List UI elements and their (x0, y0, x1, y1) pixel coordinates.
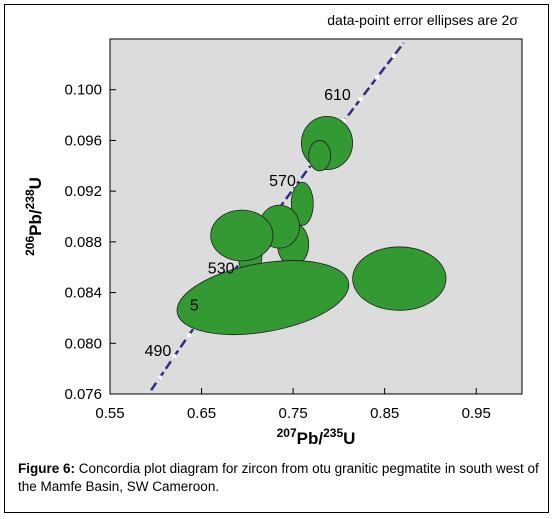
x-tick-label: 0.85 (370, 405, 399, 422)
concordia-age-tick (342, 118, 347, 123)
concordia-age-tick (358, 97, 363, 102)
concordia-age-label: 5 (190, 297, 199, 314)
y-tick-label: 0.088 (64, 234, 102, 251)
plot-area (109, 38, 523, 395)
y-tick-label: 0.100 (64, 82, 102, 99)
error-ellipse (210, 209, 274, 262)
y-tick-label: 0.092 (64, 183, 102, 200)
error-ellipse-note: data-point error ellipses are 2σ (327, 12, 518, 28)
x-tick-label: 0.75 (279, 405, 308, 422)
error-ellipse (352, 246, 447, 311)
concordia-age-tick (374, 75, 379, 80)
caption-text: Concordia plot diagram for zircon from o… (18, 461, 539, 494)
caption-label: Figure 6: (18, 461, 76, 476)
y-tick-label: 0.084 (64, 285, 102, 302)
concordia-age-label: 570 (269, 173, 296, 190)
error-ellipse (176, 260, 350, 335)
x-tick-label: 0.55 (95, 405, 124, 422)
x-axis-label: 207Pb/235U (277, 426, 356, 448)
concordia-age-tick (157, 375, 162, 380)
figure-caption: Figure 6: Concordia plot diagram for zir… (18, 460, 540, 496)
concordia-age-label: 610 (324, 87, 351, 104)
x-tick-label: 0.65 (187, 405, 216, 422)
concordia-age-tick (186, 333, 191, 338)
concordia-age-tick (293, 183, 298, 188)
concordia-age-tick (172, 354, 177, 359)
error-ellipse (290, 181, 314, 226)
y-axis-label: 206Pb/238U (23, 177, 45, 256)
y-tick-label: 0.076 (64, 386, 102, 403)
concordia-age-label: 530 (208, 261, 235, 278)
y-tick-label: 0.080 (64, 335, 102, 352)
concordia-age-labels: 490 5 530 570 610 (145, 87, 351, 360)
x-axis: 0.55 0.65 0.75 0.85 0.95 (95, 388, 491, 422)
concordia-age-tick (391, 53, 396, 58)
y-tick-label: 0.096 (64, 132, 102, 149)
error-ellipse (308, 140, 332, 172)
error-ellipses (176, 115, 447, 335)
y-axis: 0.076 0.080 0.084 0.088 0.092 0.096 0.100 (64, 82, 116, 403)
concordia-age-label: 490 (145, 343, 172, 360)
x-tick-label: 0.95 (462, 405, 491, 422)
